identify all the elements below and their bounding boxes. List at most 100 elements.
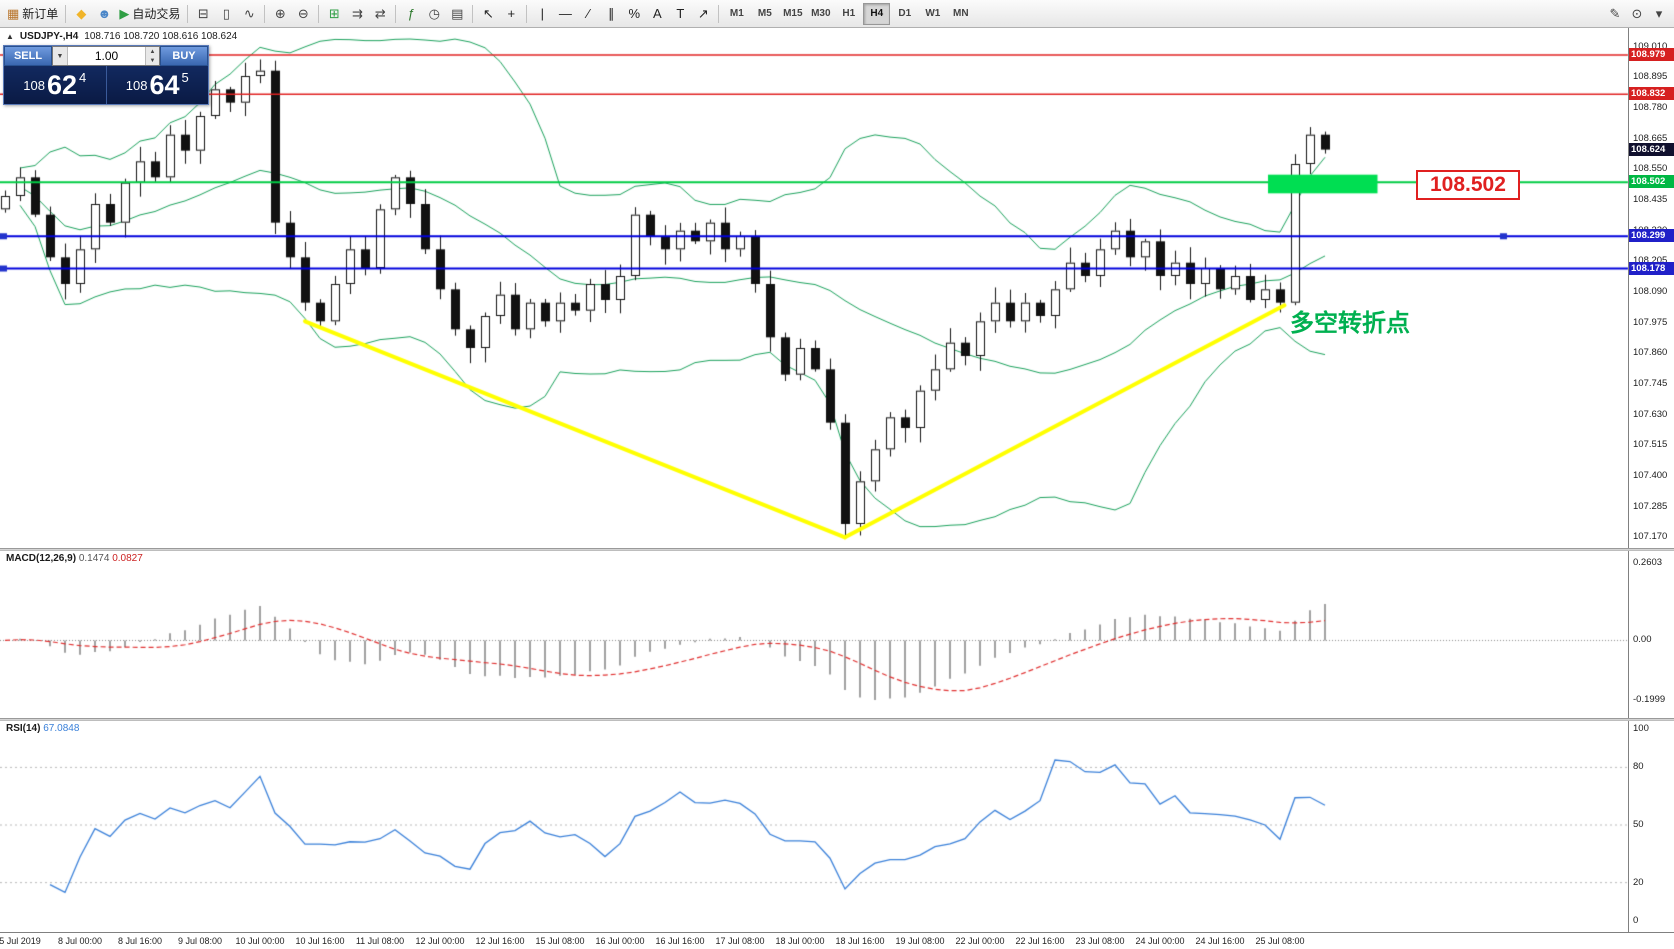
time-axis-label: 9 Jul 08:00	[177, 936, 223, 946]
trendline-button[interactable]: ∕	[577, 3, 599, 25]
line-chart-icon[interactable]: ∿	[238, 3, 260, 25]
time-axis-label: 17 Jul 08:00	[715, 936, 765, 946]
toolbar-separator	[472, 4, 474, 23]
price-axis-label: 107.860	[1633, 347, 1668, 359]
price-axis[interactable]: 109.010 108.895 108.780 108.665 108.550 108.4…	[1628, 28, 1674, 932]
timeframe-m15[interactable]: M15	[783, 8, 803, 19]
chevron-down-icon[interactable]: ▾	[1655, 5, 1663, 21]
one-click-trading-panel: SELL ▼ ▲ ▼ BUY 108 62 4 108 64 5	[3, 45, 209, 105]
cursor-button[interactable]: ↖	[477, 3, 499, 25]
rsi-axis-label: 20	[1633, 876, 1644, 888]
price-line-tag: 108.178	[1629, 261, 1674, 275]
periods-button[interactable]: ◷	[423, 3, 445, 25]
chart-shift-button[interactable]: ⇄	[369, 3, 391, 25]
time-axis-label: 11 Jul 08:00	[355, 936, 405, 946]
timeframe-m1[interactable]: M1	[729, 8, 744, 19]
crosshair-glyph: +	[507, 6, 516, 21]
channel-button[interactable]: ∥	[600, 3, 622, 25]
price-line-tag: 108.832	[1629, 87, 1674, 101]
volume-stepper[interactable]: ▲ ▼	[145, 47, 159, 65]
buy-button[interactable]: BUY	[160, 46, 208, 66]
price-axis-label: 108.665	[1633, 132, 1668, 144]
arrows-button[interactable]: ↗	[692, 3, 714, 25]
time-axis-label: 24 Jul 00:00	[1135, 936, 1185, 946]
search-icon[interactable]: ⊙	[1631, 5, 1643, 21]
horizontal-line-glyph: —	[558, 6, 572, 21]
macd-pane-splitter[interactable]	[0, 548, 1674, 551]
bar-chart-icon[interactable]: ⊟	[192, 3, 214, 25]
price-axis-label: 108.435	[1633, 194, 1668, 205]
deposit-icon-glyph: ◆	[76, 5, 87, 21]
time-axis-label: 24 Jul 16:00	[1195, 936, 1245, 946]
text-button[interactable]: A	[646, 3, 668, 25]
sell-price-big: 62	[46, 69, 77, 100]
macd-main-value: 0.1474	[78, 553, 110, 564]
zoom-out-button[interactable]: ⊖	[292, 3, 314, 25]
price-axis-label: 107.515	[1633, 439, 1668, 451]
bar-chart-icon-glyph: ⊟	[197, 5, 209, 21]
community-icon[interactable]: ☻	[93, 3, 115, 25]
zoom-in-button[interactable]: ⊕	[269, 3, 291, 25]
rsi-indicator-label: RSI(14) 67.0848	[6, 723, 79, 734]
auto-scroll-button[interactable]: ⇉	[346, 3, 368, 25]
buy-price[interactable]: 108 64 5	[107, 66, 209, 104]
price-axis-label: 107.630	[1633, 408, 1668, 420]
turning-point-annotation: 多空转折点	[1290, 310, 1410, 337]
autotrading-button[interactable]: ▶ 自动交易	[116, 3, 183, 25]
tile-windows-glyph: ⊞	[328, 5, 340, 21]
fibonacci-button[interactable]: %	[623, 3, 645, 25]
time-axis-label: 16 Jul 00:00	[595, 936, 645, 946]
volume-down-icon[interactable]: ▼	[149, 57, 156, 64]
timeframe-h1[interactable]: H1	[842, 8, 856, 19]
rsi-axis-label: 100	[1633, 723, 1649, 734]
price-axis-label: 107.400	[1633, 470, 1668, 481]
horizontal-line-button[interactable]: —	[554, 3, 576, 25]
label-button[interactable]: T	[669, 3, 691, 25]
macd-axis-label: -0.1999	[1633, 694, 1666, 706]
deposit-icon[interactable]: ◆	[70, 3, 92, 25]
crosshair-button[interactable]: +	[500, 3, 522, 25]
price-axis-label: 107.745	[1633, 378, 1668, 389]
toolbar-separator	[526, 4, 528, 23]
toolbar-separator	[65, 4, 67, 23]
timeframe-mn[interactable]: MN	[953, 8, 969, 19]
indicators-button[interactable]: ƒ	[400, 3, 422, 25]
rsi-pane-splitter[interactable]	[0, 718, 1674, 721]
new-order-button-label: 新订单	[22, 7, 59, 21]
timeframe-w1[interactable]: W1	[925, 8, 941, 19]
price-axis-label: 108.780	[1633, 102, 1668, 113]
sell-button[interactable]: SELL	[4, 46, 52, 66]
zoom-out-glyph: ⊖	[297, 5, 309, 21]
sell-price[interactable]: 108 62 4	[4, 66, 106, 104]
timeframe-m30[interactable]: M30	[811, 8, 831, 19]
timeframe-h4[interactable]: H4	[863, 2, 891, 25]
time-axis[interactable]: 5 Jul 2019 8 Jul 00:00 8 Jul 16:00 9 Jul 08…	[0, 932, 1674, 949]
templates-button[interactable]: ▤	[446, 3, 468, 25]
timeframe-m5[interactable]: M5	[757, 8, 772, 19]
tile-windows-button[interactable]: ⊞	[323, 3, 345, 25]
price-axis-label: 108.205	[1633, 255, 1667, 266]
time-axis-label: 22 Jul 16:00	[1015, 936, 1065, 946]
time-axis-label: 12 Jul 00:00	[415, 936, 465, 946]
candlestick-chart-icon[interactable]: ▯	[215, 3, 237, 25]
rsi-name: RSI(14)	[6, 723, 41, 734]
sell-price-prefix: 108	[23, 77, 45, 93]
time-axis-label: 22 Jul 00:00	[955, 936, 1005, 946]
macd-axis-label: 0.00	[1633, 634, 1652, 646]
volume-input[interactable]	[68, 47, 145, 65]
vertical-line-button[interactable]: |	[531, 3, 553, 25]
one-click-toggle-icon[interactable]: ▲	[6, 32, 14, 41]
templates-glyph: ▤	[451, 5, 464, 21]
auto-scroll-glyph: ⇉	[351, 5, 363, 21]
new-order-button[interactable]: ▦ 新订单	[4, 3, 61, 25]
price-axis-label: 107.975	[1633, 316, 1668, 328]
timeframe-d1[interactable]: D1	[898, 8, 912, 19]
trendline-glyph: ∕	[587, 6, 590, 21]
volume-up-icon[interactable]: ▲	[149, 48, 156, 55]
edit-icon[interactable]: ✎	[1609, 5, 1621, 21]
time-axis-label: 10 Jul 16:00	[295, 936, 345, 946]
label-glyph: T	[676, 6, 685, 21]
arrows-glyph: ↗	[697, 5, 709, 21]
volume-dropdown-icon[interactable]: ▼	[53, 47, 68, 65]
